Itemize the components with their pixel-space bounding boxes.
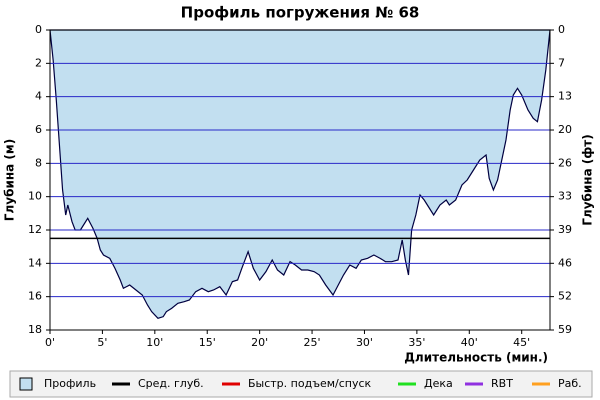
y2-tick-label: 26 xyxy=(558,156,572,169)
y-tick-label: 2 xyxy=(35,56,42,69)
legend-swatch xyxy=(19,377,33,391)
profile-area xyxy=(49,29,551,320)
y2-tick-label: 52 xyxy=(558,290,572,303)
y2-tick-label: 59 xyxy=(558,323,572,336)
legend-label: Дека xyxy=(424,377,453,390)
y2-tick-label: 20 xyxy=(558,123,572,136)
y-tick-label: 10 xyxy=(28,190,42,203)
y2-tick-label: 46 xyxy=(558,256,572,269)
legend-label: Сред. глуб. xyxy=(138,377,204,390)
x-tick-label: 45' xyxy=(513,336,530,349)
x-tick-label: 30' xyxy=(356,336,373,349)
y-tick-label: 0 xyxy=(35,23,42,36)
x-tick-label: 0' xyxy=(45,336,55,349)
x-tick-label: 15' xyxy=(199,336,216,349)
y2-tick-label: 7 xyxy=(558,56,565,69)
legend-box xyxy=(9,370,593,398)
y-tick-label: 12 xyxy=(28,223,42,236)
legend-label: Быстр. подъем/спуск xyxy=(248,377,372,390)
y-axis-title: Глубина (м) xyxy=(3,139,17,221)
y2-tick-label: 0 xyxy=(558,23,565,36)
x-tick-label: 40' xyxy=(461,336,478,349)
legend-label: Профиль xyxy=(44,377,96,390)
x-tick-label: 20' xyxy=(251,336,268,349)
y-tick-label: 4 xyxy=(35,90,42,103)
y2-tick-label: 33 xyxy=(558,190,572,203)
x-tick-label: 5' xyxy=(97,336,107,349)
x-tick-label: 35' xyxy=(408,336,425,349)
y-tick-label: 16 xyxy=(28,290,42,303)
y-tick-label: 6 xyxy=(35,123,42,136)
plot-frame xyxy=(49,29,551,331)
y-tick-label: 14 xyxy=(28,256,42,269)
y2-tick-label: 13 xyxy=(558,90,572,103)
legend-label: RBT xyxy=(491,377,513,390)
x-axis-title: Длительность (мин.) xyxy=(404,351,548,365)
y-tick-label: 18 xyxy=(28,323,42,336)
x-tick-label: 25' xyxy=(304,336,321,349)
y2-tick-label: 39 xyxy=(558,223,572,236)
legend-label: Раб. xyxy=(558,377,582,390)
y-tick-label: 8 xyxy=(35,156,42,169)
x-tick-label: 10' xyxy=(146,336,163,349)
chart-title: Профиль погружения № 68 xyxy=(181,4,420,22)
y2-axis-title: Глубина (фт) xyxy=(581,134,595,225)
